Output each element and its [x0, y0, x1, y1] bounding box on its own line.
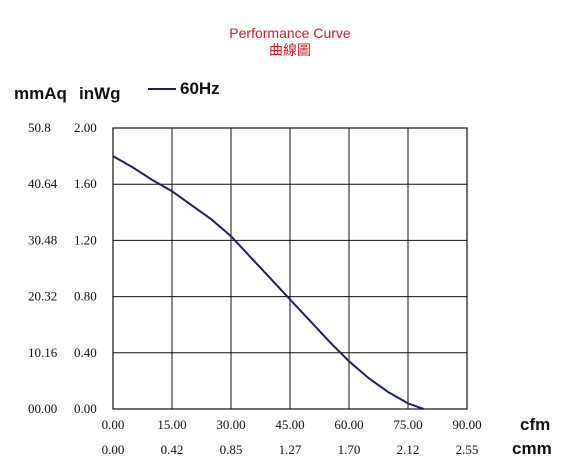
y-tick-label-inwg: 0.00: [74, 401, 97, 416]
x-tick-label-cmm: 0.85: [220, 442, 243, 457]
y-unit-mmaq: mmAq: [14, 84, 67, 103]
y-tick-label-inwg: 1.60: [74, 176, 97, 191]
axis-ticks: 0.00 15.00 30.00 45.00 60.00 75.00 90.00 0.00 0.…: [28, 120, 482, 457]
y-tick-label-inwg: 1.20: [74, 232, 97, 247]
x-tick-label-cmm: 2.55: [456, 442, 479, 457]
x-tick-label-cfm: 15.00: [157, 417, 186, 432]
legend-label-60hz: 60Hz: [180, 79, 220, 98]
y-tick-label-mmaq: 40.64: [28, 176, 58, 191]
y-tick-label-mmaq: 10.16: [28, 345, 58, 360]
x-tick-label-cfm: 45.00: [275, 417, 304, 432]
chart-subtitle: 曲線圖: [269, 42, 311, 58]
y-tick-label-mmaq: 00.00: [28, 401, 57, 416]
x-unit-cfm: cfm: [520, 415, 550, 434]
x-tick-label-cfm: 90.00: [452, 417, 481, 432]
grid-lines: [113, 128, 467, 409]
x-tick-label-cfm: 30.00: [216, 417, 245, 432]
y-unit-inwg: inWg: [79, 84, 121, 103]
y-tick-label-mmaq: 50.8: [28, 120, 51, 135]
series-line-60hz: [112, 155, 425, 410]
x-tick-label-cmm: 0.00: [102, 442, 125, 457]
x-unit-cmm: cmm: [512, 439, 552, 458]
x-tick-label-cfm: 75.00: [393, 417, 422, 432]
y-tick-label-mmaq: 30.48: [28, 232, 57, 247]
y-tick-label-inwg: 0.40: [74, 345, 97, 360]
x-tick-label-cmm: 0.42: [161, 442, 184, 457]
plot-frame: [112, 127, 468, 410]
chart-title: Performance Curve: [229, 25, 351, 41]
x-tick-label-cmm: 1.70: [338, 442, 361, 457]
y-tick-label-inwg: 2.00: [74, 120, 97, 135]
x-tick-label-cmm: 1.27: [279, 442, 302, 457]
y-tick-label-inwg: 0.80: [74, 289, 97, 304]
x-tick-label-cfm: 60.00: [334, 417, 363, 432]
x-tick-label-cfm: 0.00: [102, 417, 125, 432]
y-tick-label-mmaq: 20.32: [28, 289, 57, 304]
x-tick-label-cmm: 2.12: [397, 442, 420, 457]
